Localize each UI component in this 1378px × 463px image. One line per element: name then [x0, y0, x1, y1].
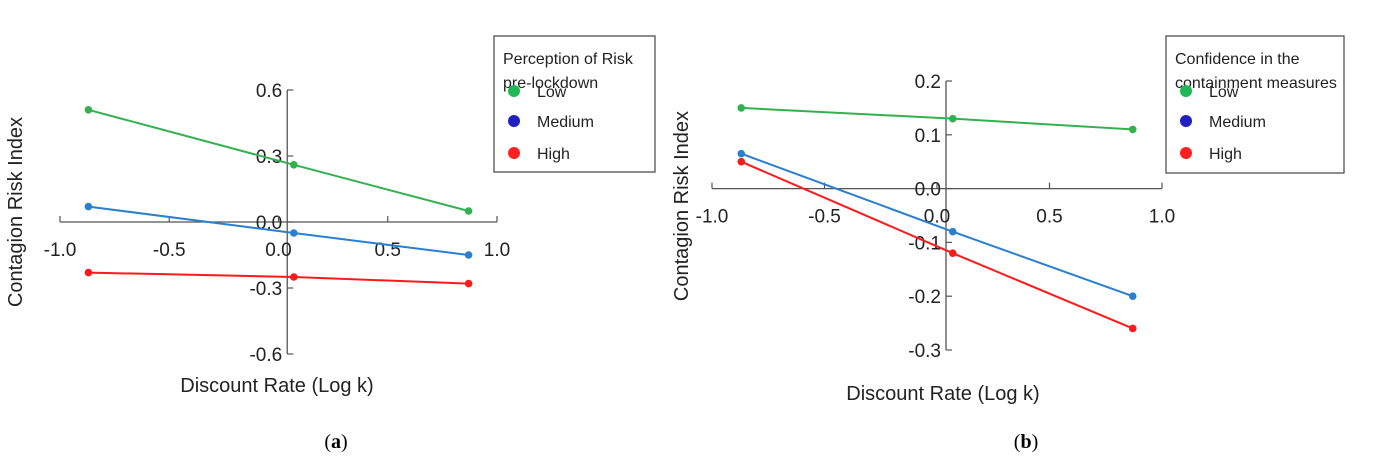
- legend-box: [1165, 35, 1345, 174]
- legend-label-high: High: [1209, 146, 1242, 163]
- legend-title: containment measures: [1175, 75, 1337, 92]
- legend-marker-medium: [1180, 115, 1192, 127]
- data-point-medium: [1128, 292, 1137, 301]
- data-point-high: [948, 249, 957, 257]
- data-point-low: [84, 106, 93, 114]
- data-point-high: [84, 268, 93, 277]
- data-point-low: [948, 114, 957, 123]
- legend-marker-high: [1180, 147, 1192, 159]
- legend-label-low: Low: [537, 84, 567, 101]
- legend-marker-high: [508, 147, 520, 159]
- y-tick-label: -0.6: [249, 345, 282, 366]
- x-tick-label: 0.0: [924, 207, 950, 228]
- data-point-high: [1128, 324, 1137, 333]
- legend-marker-low: [508, 85, 520, 97]
- legend-marker-low: [1180, 85, 1192, 97]
- y-tick-label: -0.1: [908, 233, 941, 254]
- data-point-low: [737, 104, 746, 112]
- x-tick-label: 1.0: [484, 240, 510, 261]
- legend-marker-medium: [508, 115, 520, 127]
- legend-title: pre-lockdown: [503, 75, 598, 92]
- y-tick-label: -0.3: [249, 279, 282, 300]
- y-tick-label: -0.3: [908, 341, 941, 362]
- y-tick-label: 0.1: [915, 126, 941, 147]
- y-tick-label: -0.2: [908, 287, 941, 308]
- data-point-medium: [948, 227, 957, 236]
- y-tick-label: 0.2: [915, 72, 941, 93]
- chart-panel-b: 0.2 0.1 0.0 -0.1 -0.2 -0.3 -1.0 -0.5 0.0 0.5 1.0 Co…: [671, 35, 1345, 453]
- legend-label-medium: Medium: [1209, 114, 1266, 131]
- x-tick-label: -1.0: [44, 240, 77, 261]
- data-point-high: [289, 273, 298, 281]
- legend-label-low: Low: [1209, 84, 1239, 101]
- x-tick-label: 0.5: [1036, 207, 1062, 228]
- x-tick-label: -0.5: [153, 240, 186, 261]
- x-axis-title: Discount Rate (Log k): [180, 375, 373, 397]
- y-axis-title: Contagion Risk Index: [671, 111, 693, 301]
- legend-title: Confidence in the: [1175, 51, 1300, 68]
- data-point-low: [289, 161, 298, 169]
- data-point-medium: [464, 251, 473, 259]
- x-tick-label: -0.5: [808, 207, 841, 228]
- legend-label-high: High: [537, 146, 570, 163]
- x-tick-label: 1.0: [1149, 207, 1175, 228]
- y-tick-label: 0.0: [915, 180, 941, 201]
- data-point-medium: [84, 202, 93, 211]
- panel-label: (a): [324, 431, 347, 453]
- series-line-low: [88, 108, 469, 212]
- data-point-high: [737, 157, 746, 166]
- panel-label: (b): [1014, 431, 1038, 453]
- data-point-low: [1128, 125, 1137, 134]
- data-point-medium: [737, 149, 746, 158]
- legend-title: Perception of Risk: [503, 51, 634, 68]
- x-tick-label: -1.0: [696, 207, 729, 228]
- chart-panel-a: 0.60.30.0-0.3-0.6-1.0 -0.5 0.0 0.5 1.0Contag…: [5, 35, 656, 453]
- data-point-low: [464, 207, 473, 215]
- legend-label-medium: Medium: [537, 114, 594, 131]
- y-tick-label: 0.6: [256, 81, 282, 102]
- data-point-medium: [289, 229, 298, 237]
- x-axis-title: Discount Rate (Log k): [846, 383, 1039, 405]
- data-point-high: [464, 279, 473, 288]
- series-line-medium: [740, 152, 1134, 298]
- y-axis-title: Contagion Risk Index: [5, 117, 27, 307]
- x-tick-label: 0.0: [265, 240, 291, 261]
- legend-box: [493, 35, 656, 173]
